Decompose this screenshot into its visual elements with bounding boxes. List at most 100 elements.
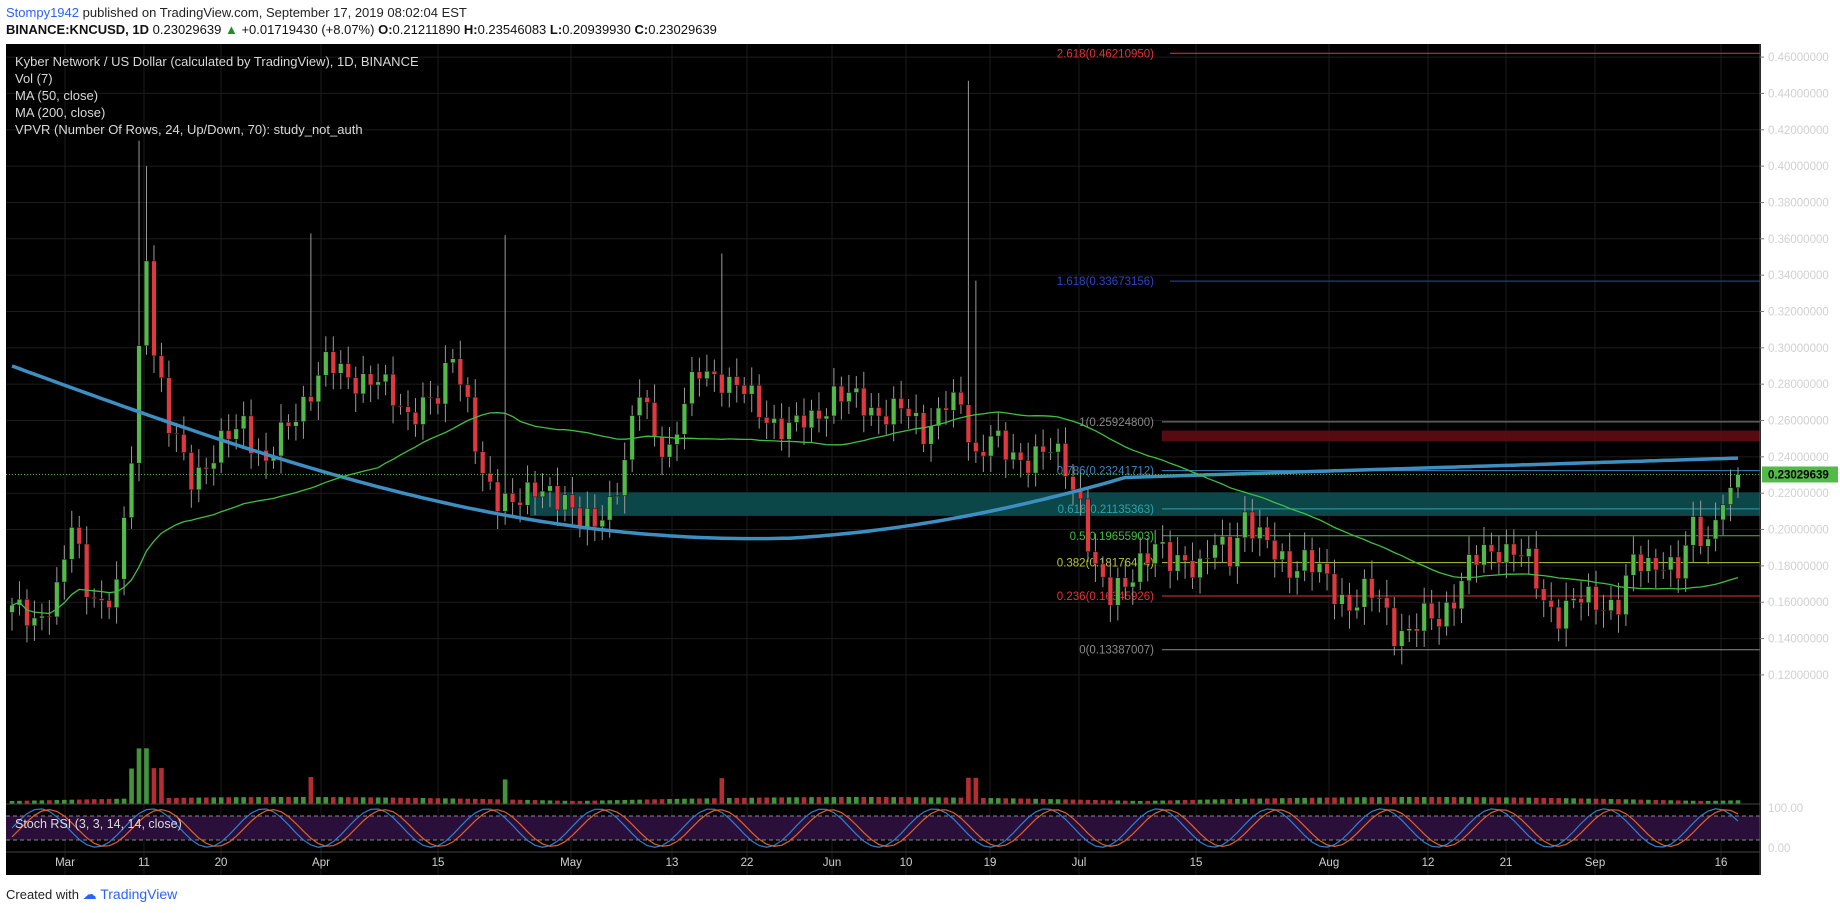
volume-bar [1033,798,1038,804]
volume-bar [248,797,254,804]
volume-bar [1668,800,1674,804]
candle-body [532,481,538,498]
candle-body [502,493,508,512]
candle-body [1092,551,1098,565]
candle-body [704,371,710,379]
candle-body [1182,554,1188,561]
candle-body [1376,597,1382,600]
candle-body [181,434,187,453]
volume-bar [1586,798,1591,804]
price-tick-label-11: 0.24000000 [1768,452,1829,464]
volume-bar [1384,797,1390,804]
price-tick-label-10: 0.26000000 [1768,416,1829,428]
candle-body [1048,451,1054,454]
volume-bar [1130,800,1136,804]
candle-body [46,615,52,618]
tradingview-brand-link[interactable]: TradingView [100,886,178,902]
stoch-k-line [11,808,1739,848]
stoch-tick-0: 0.00 [1768,843,1790,855]
up-arrow-icon: ▲ [224,22,238,37]
candle-body [659,436,665,458]
volume-bar [1115,800,1121,804]
legend-vol[interactable]: Vol (7) [15,71,53,86]
volume-bar [1451,797,1457,804]
candle-body [539,490,546,498]
volume-bar [779,797,784,804]
candle-body [569,494,575,509]
candle-body [397,405,404,408]
candle-body [1541,588,1547,601]
volume-bar [233,797,239,804]
volume-bar [91,799,97,804]
volume-bar [1548,797,1554,804]
price-tick-label-15: 0.16000000 [1768,597,1829,609]
candle-body [562,494,568,511]
legend-ma50[interactable]: MA (50, close) [15,88,99,103]
volume-bar [211,797,217,804]
volume-bar [1571,798,1576,804]
legend-vpvr[interactable]: VPVR (Number Of Rows, 24, Up/Down, 70): … [15,122,363,137]
candle-body [1384,597,1390,609]
volume-bar [1660,800,1666,804]
volume-bar [1631,799,1636,804]
stoch-rsi-label[interactable]: Stoch RSI (3, 3, 14, 14, close) [15,817,182,831]
author-link[interactable]: Stompy1942 [6,5,79,20]
candle-body [61,559,67,583]
price-axis[interactable]: 0.46000000 0.44000000 0.42000000 0.40000000… [1760,52,1838,855]
candle-body [883,415,889,425]
volume-bar [495,799,500,804]
candle-body [1563,600,1569,630]
legend-ma200[interactable]: MA (200, close) [15,105,106,120]
volume-bar [413,797,418,804]
price-tick-label-5: 0.36000000 [1768,234,1829,246]
candle-body [1204,557,1211,560]
price-tick-label-9: 0.28000000 [1768,379,1829,391]
volume-bar [682,798,687,804]
time-axis[interactable]: Mar 11 20 Apr 15 May 13 22 Jun 10 19 Jul 15 Aug 12 21 Se… [6,851,1760,869]
volume-bar [420,797,426,804]
candle-body [1600,609,1607,612]
volume-bar [271,797,276,804]
chart-header: Stompy1942 published on TradingView.com,… [0,0,1840,44]
volume-bar [1638,799,1644,804]
candle-body [1003,430,1009,461]
volume-bar [301,797,306,804]
volume-bar [278,797,284,804]
price-chart[interactable]: 2.618(0.46210950) 1.618(0.33673156) 1(0.25… [0,44,1840,882]
candle-body [1331,573,1338,605]
candle-body [487,473,493,483]
volume-bar [9,801,15,804]
candle-body [31,617,37,627]
volume-bar [764,797,769,804]
volume-bar [1646,799,1651,804]
volume-bar [24,800,30,804]
volume-bar [1713,800,1718,804]
candle-body [793,415,800,423]
candle-body [1309,549,1315,573]
volume-bar [951,797,956,804]
volume-bar [1003,798,1009,804]
candle-body [1713,519,1719,540]
candle-body [928,425,934,445]
volume-bar [32,800,37,804]
candle-body [345,363,351,378]
volume-bar [99,799,104,804]
candle-body [121,517,127,580]
volume-bar [487,799,493,804]
candle-body [965,404,971,443]
tradingview-logo-icon: ☁ [82,886,97,902]
volume-bar [1122,800,1128,804]
volume-bar [1085,799,1091,804]
fib-label-5: 0.5(0.19655903) [1070,531,1155,543]
candle-body [278,421,284,457]
volume-bar [540,800,545,804]
volume-bar [517,799,523,804]
candle-body [1130,581,1136,588]
volume-bar [144,748,149,804]
candle-body [293,421,299,427]
candle-body [143,260,150,346]
candle-body [943,407,949,411]
candle-body [1317,563,1323,573]
candle-body [91,596,97,599]
time-tick-label-9: 10 [900,857,913,869]
